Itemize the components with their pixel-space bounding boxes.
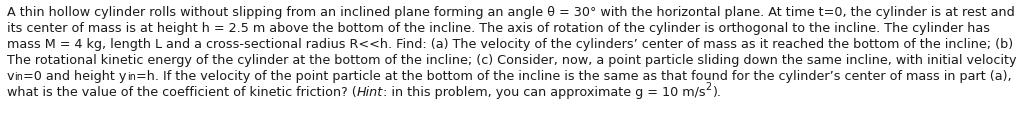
Text: Hint: Hint [357, 85, 383, 98]
Text: v: v [7, 69, 14, 82]
Text: mass M = 4 kg, length L and a cross-sectional radius R<<h. Find: (a) The velocit: mass M = 4 kg, length L and a cross-sect… [7, 38, 1013, 51]
Text: in: in [126, 72, 136, 82]
Text: =0 and height y: =0 and height y [23, 69, 126, 82]
Text: : in this problem, you can approximate g = 10 m/s: : in this problem, you can approximate g… [383, 85, 705, 98]
Text: what is the value of the coefficient of kinetic friction? (: what is the value of the coefficient of … [7, 85, 357, 98]
Text: 2: 2 [705, 82, 711, 92]
Text: =h. If the velocity of the point particle at the bottom of the incline is the sa: =h. If the velocity of the point particl… [136, 69, 1011, 82]
Text: The rotational kinetic energy of the cylinder at the bottom of the incline; (c) : The rotational kinetic energy of the cyl… [7, 54, 1017, 66]
Text: ).: ). [711, 85, 720, 98]
Text: its center of mass is at height h = 2.5 m above the bottom of the incline. The a: its center of mass is at height h = 2.5 … [7, 22, 990, 35]
Text: in: in [14, 72, 23, 82]
Text: A thin hollow cylinder rolls without slipping from an inclined plane forming an : A thin hollow cylinder rolls without sli… [7, 6, 1015, 19]
